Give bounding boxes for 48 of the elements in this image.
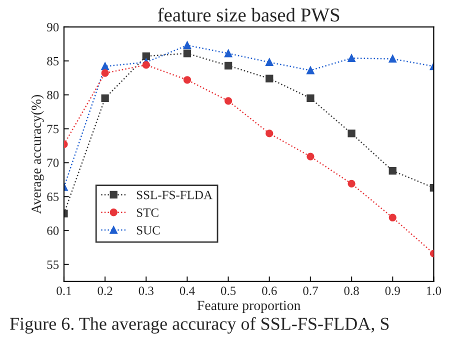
x-tick-label: 0.8 xyxy=(344,286,359,296)
x-tick-label: 1.0 xyxy=(426,286,442,296)
y-tick-label: 85 xyxy=(47,56,59,66)
y-tick-label: 65 xyxy=(47,192,59,202)
point xyxy=(348,54,356,62)
x-tick-label: 0.1 xyxy=(56,286,72,296)
y-tick-label: 80 xyxy=(47,90,59,100)
point xyxy=(183,76,192,84)
point xyxy=(306,66,314,74)
point xyxy=(101,94,109,102)
point xyxy=(224,50,232,58)
caption: Figure 6. The average accuracy of SSL-FS-FLDA, S xyxy=(10,317,389,334)
x-tick-label: 0.5 xyxy=(220,286,236,296)
point xyxy=(388,214,396,222)
point xyxy=(224,62,232,70)
point xyxy=(266,130,274,138)
chart-title: feature size based PWS xyxy=(158,8,340,22)
x-axis-title: Feature proportion xyxy=(197,300,301,313)
y-tick-label: 70 xyxy=(47,158,59,168)
point xyxy=(388,166,396,175)
legend-label: STC xyxy=(136,208,158,217)
point xyxy=(348,180,356,188)
x-tick-label: 0.9 xyxy=(385,286,400,296)
x-tick-label: 0.3 xyxy=(138,286,154,296)
x-tick-label: 0.4 xyxy=(180,286,195,296)
point xyxy=(306,94,314,102)
point xyxy=(266,58,274,66)
point xyxy=(142,52,150,60)
point xyxy=(266,74,274,82)
point xyxy=(388,55,396,63)
point xyxy=(183,50,192,58)
point xyxy=(224,97,232,105)
y-tick-label: 55 xyxy=(47,260,59,269)
legend-label: SUC xyxy=(136,226,160,235)
point xyxy=(101,62,109,70)
y-tick-label: 75 xyxy=(47,124,59,134)
y-axis-title: Average accuracy(%) xyxy=(31,94,44,214)
x-tick-label: 0.6 xyxy=(262,286,277,296)
y-tick-label: 60 xyxy=(47,226,59,235)
x-tick-label: 0.2 xyxy=(98,286,112,296)
y-tick-label: 90 xyxy=(47,22,59,32)
point xyxy=(142,61,150,69)
point xyxy=(306,152,314,160)
x-tick-label: 0.7 xyxy=(303,286,318,296)
point xyxy=(348,130,356,138)
point xyxy=(101,69,109,77)
point xyxy=(183,41,192,50)
legend-label: SSL-FS-FLDA xyxy=(136,190,212,200)
